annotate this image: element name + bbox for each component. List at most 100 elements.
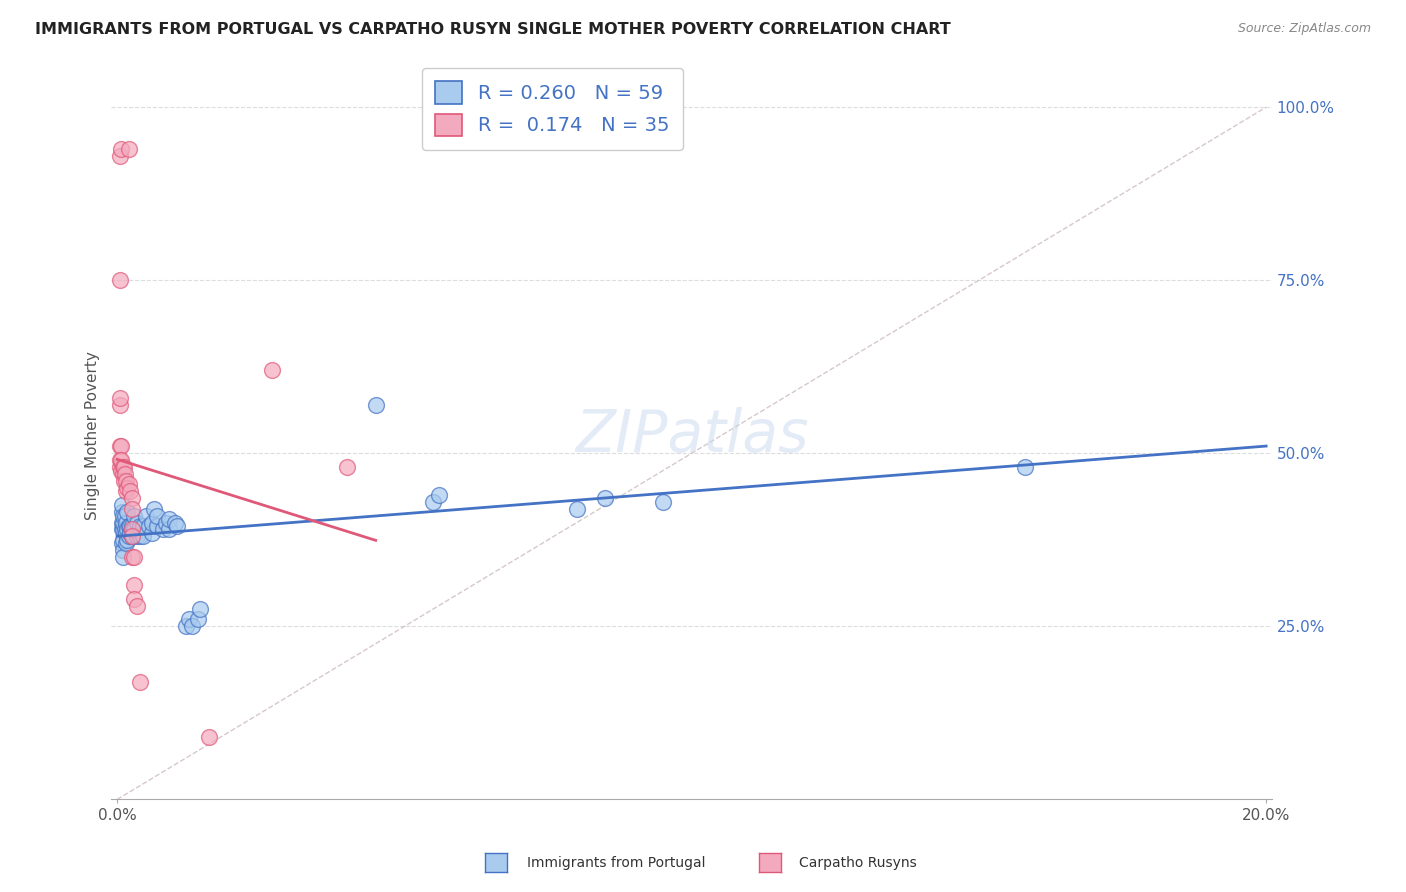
Point [117, 505, 139, 519]
Point [117, 481, 139, 495]
Point [127, 516, 149, 530]
Text: Source: ZipAtlas.com: Source: ZipAtlas.com [1237, 22, 1371, 36]
Point [143, 501, 166, 516]
Point [132, 519, 155, 533]
Point [141, 525, 163, 540]
Point [121, 519, 143, 533]
Text: Carpatho Rusyns: Carpatho Rusyns [799, 855, 917, 870]
Point [111, 523, 134, 537]
Point [152, 523, 174, 537]
Point [111, 516, 134, 530]
Point [111, 505, 134, 519]
Point [114, 508, 136, 523]
Point [121, 550, 143, 565]
Point [174, 619, 197, 633]
Point [110, 142, 132, 156]
Point [108, 439, 131, 453]
Point [110, 464, 132, 478]
Point [124, 550, 146, 565]
Point [117, 533, 139, 547]
Point [111, 516, 134, 530]
Point [114, 516, 136, 530]
Point [114, 474, 136, 488]
Point [198, 730, 221, 744]
Point [121, 523, 143, 537]
Point [108, 398, 131, 412]
Y-axis label: Single Mother Poverty: Single Mother Poverty [86, 351, 100, 520]
Point [118, 525, 141, 540]
Point [110, 453, 132, 467]
Point [422, 495, 444, 509]
Point [111, 550, 134, 565]
Point [111, 467, 134, 481]
Point [121, 491, 143, 506]
Point [364, 398, 387, 412]
Point [157, 512, 180, 526]
Point [114, 467, 136, 481]
Point [121, 501, 143, 516]
Text: ZIPatlas: ZIPatlas [575, 408, 808, 465]
Point [117, 529, 139, 543]
Point [135, 508, 157, 523]
Point [336, 460, 359, 475]
Point [124, 523, 146, 537]
Point [112, 460, 135, 475]
Point [117, 519, 139, 533]
Point [114, 484, 136, 499]
Point [124, 578, 146, 592]
Point [114, 523, 136, 537]
Point [180, 619, 202, 633]
Point [121, 529, 143, 543]
Point [427, 488, 450, 502]
Point [118, 519, 141, 533]
Point [114, 536, 136, 550]
Point [111, 508, 134, 523]
Point [117, 523, 139, 537]
Point [595, 491, 617, 506]
Point [163, 516, 186, 530]
Point [129, 519, 152, 533]
Point [111, 533, 134, 547]
Point [127, 529, 149, 543]
Point [138, 519, 160, 533]
Point [132, 529, 155, 543]
Point [155, 516, 177, 530]
Point [108, 273, 131, 287]
Point [112, 474, 135, 488]
Point [157, 523, 180, 537]
Point [187, 612, 209, 626]
Point [141, 516, 163, 530]
Point [127, 599, 149, 613]
Point [114, 525, 136, 540]
Point [118, 484, 141, 499]
Point [124, 591, 146, 606]
Point [124, 508, 146, 523]
Point [111, 523, 134, 537]
Point [129, 674, 152, 689]
Point [111, 498, 134, 512]
Point [166, 519, 188, 533]
Point [565, 501, 588, 516]
Text: IMMIGRANTS FROM PORTUGAL VS CARPATHO RUSYN SINGLE MOTHER POVERTY CORRELATION CHA: IMMIGRANTS FROM PORTUGAL VS CARPATHO RUS… [35, 22, 950, 37]
Point [129, 529, 152, 543]
Point [108, 453, 131, 467]
Text: Immigrants from Portugal: Immigrants from Portugal [527, 855, 706, 870]
Legend: R = 0.260   N = 59, R =  0.174   N = 35: R = 0.260 N = 59, R = 0.174 N = 35 [422, 68, 683, 150]
Point [117, 142, 139, 156]
Point [262, 363, 284, 377]
Point [111, 460, 134, 475]
Point [111, 543, 134, 558]
Point [110, 439, 132, 453]
Point [146, 519, 169, 533]
Point [111, 536, 134, 550]
Point [1014, 460, 1036, 475]
Point [108, 148, 131, 162]
Point [117, 477, 139, 491]
Point [652, 495, 675, 509]
Point [108, 391, 131, 405]
Point [177, 612, 200, 626]
Point [190, 602, 212, 616]
Point [108, 460, 131, 475]
Point [146, 508, 169, 523]
Point [121, 529, 143, 543]
